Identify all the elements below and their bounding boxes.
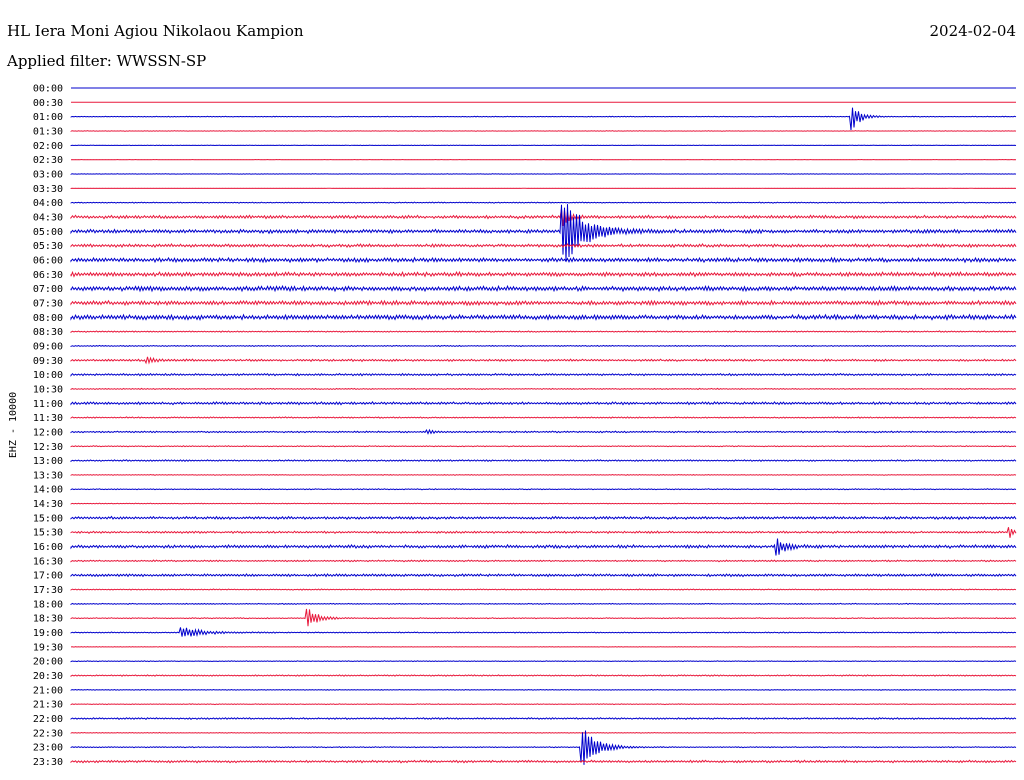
trace-line xyxy=(70,730,1017,765)
row-time-label: 19:00 xyxy=(33,628,63,639)
row-time-label: 09:30 xyxy=(33,356,63,367)
row-time-label: 16:00 xyxy=(33,542,63,553)
trace-line xyxy=(70,173,1017,175)
row-time-label: 05:00 xyxy=(33,227,63,238)
trace-line xyxy=(70,627,1017,638)
trace-line xyxy=(70,284,1017,293)
trace-line xyxy=(70,608,1017,627)
trace-line xyxy=(70,299,1017,307)
trace-line xyxy=(70,646,1017,648)
row-time-label: 17:00 xyxy=(33,571,63,582)
row-time-label: 08:30 xyxy=(33,327,63,338)
row-time-label: 12:00 xyxy=(33,427,63,438)
trace-line xyxy=(70,717,1017,720)
trace-line xyxy=(70,204,1017,262)
row-time-label: 00:30 xyxy=(33,98,63,109)
row-time-label: 07:00 xyxy=(33,284,63,295)
trace-line xyxy=(70,107,1017,131)
row-time-label: 10:30 xyxy=(33,384,63,395)
row-time-label: 14:30 xyxy=(33,499,63,510)
row-time-label: 19:30 xyxy=(33,642,63,653)
row-time-label: 00:00 xyxy=(33,84,63,95)
row-time-label: 11:30 xyxy=(33,413,63,424)
trace-line xyxy=(70,208,1017,226)
row-time-label: 23:00 xyxy=(33,743,63,754)
row-time-label: 02:00 xyxy=(33,141,63,152)
row-time-label: 18:30 xyxy=(33,614,63,625)
row-time-label: 22:30 xyxy=(33,728,63,739)
row-time-label: 06:00 xyxy=(33,255,63,266)
trace-line xyxy=(70,602,1017,606)
trace-line xyxy=(70,502,1017,505)
trace-line xyxy=(70,201,1017,204)
trace-line xyxy=(70,356,1017,365)
trace-line xyxy=(70,344,1017,348)
row-time-label: 04:00 xyxy=(33,198,63,209)
trace-line xyxy=(70,538,1017,556)
row-time-label: 20:30 xyxy=(33,671,63,682)
row-time-label: 21:30 xyxy=(33,700,63,711)
row-time-label: 01:00 xyxy=(33,112,63,123)
trace-line xyxy=(70,488,1017,491)
row-time-label: 13:00 xyxy=(33,456,63,467)
trace-line xyxy=(70,243,1017,249)
row-time-label: 04:30 xyxy=(33,212,63,223)
trace-line xyxy=(70,527,1017,538)
trace-line xyxy=(70,130,1017,132)
row-time-label: 23:30 xyxy=(33,757,63,768)
trace-line xyxy=(70,660,1017,663)
row-time-label: 20:00 xyxy=(33,657,63,668)
trace-line xyxy=(70,416,1017,419)
trace-line xyxy=(70,473,1017,476)
trace-line xyxy=(70,759,1017,764)
row-time-label: 15:00 xyxy=(33,513,63,524)
trace-line xyxy=(70,372,1017,377)
row-time-label: 01:30 xyxy=(33,126,63,137)
row-time-label: 02:30 xyxy=(33,155,63,166)
trace-line xyxy=(70,459,1017,463)
row-time-label: 12:30 xyxy=(33,442,63,453)
trace-line xyxy=(70,559,1017,563)
row-time-label: 03:00 xyxy=(33,169,63,180)
trace-line xyxy=(70,428,1017,435)
row-time-label: 09:00 xyxy=(33,341,63,352)
trace-line xyxy=(70,573,1017,578)
row-time-label: 14:00 xyxy=(33,485,63,496)
trace-line xyxy=(70,703,1017,706)
y-axis-label: EHZ - 10000 xyxy=(8,392,19,458)
row-time-label: 17:30 xyxy=(33,585,63,596)
station-title: HL Iera Moni Agiou Nikolaou Kampion xyxy=(7,22,304,40)
row-time-label: 13:30 xyxy=(33,470,63,481)
row-time-label: 05:30 xyxy=(33,241,63,252)
trace-line xyxy=(70,401,1017,406)
row-time-label: 18:00 xyxy=(33,599,63,610)
row-time-label: 16:30 xyxy=(33,556,63,567)
trace-line xyxy=(70,588,1017,591)
trace-line xyxy=(70,313,1017,321)
trace-line xyxy=(70,515,1017,521)
row-time-label: 08:00 xyxy=(33,313,63,324)
trace-line xyxy=(70,688,1017,691)
filter-label: Applied filter: WWSSN-SP xyxy=(6,52,206,70)
row-time-label: 21:00 xyxy=(33,685,63,696)
trace-line xyxy=(70,445,1017,448)
row-time-label: 15:30 xyxy=(33,528,63,539)
row-time-label: 10:00 xyxy=(33,370,63,381)
trace-line xyxy=(70,387,1017,391)
trace-line xyxy=(70,256,1017,264)
row-time-label: 03:30 xyxy=(33,184,63,195)
trace-line xyxy=(70,270,1017,278)
trace-line xyxy=(70,144,1017,147)
trace-line xyxy=(70,674,1017,677)
row-time-label: 07:30 xyxy=(33,298,63,309)
date-label: 2024-02-04 xyxy=(930,22,1016,40)
row-time-label: 11:00 xyxy=(33,399,63,410)
row-time-label: 22:00 xyxy=(33,714,63,725)
trace-line xyxy=(70,731,1017,734)
trace-rows: 00:00 00:30 01:00 01:30 02:00 02:30 03:00 03:30… xyxy=(33,84,1017,768)
row-time-label: 06:30 xyxy=(33,270,63,281)
trace-line xyxy=(70,330,1017,334)
